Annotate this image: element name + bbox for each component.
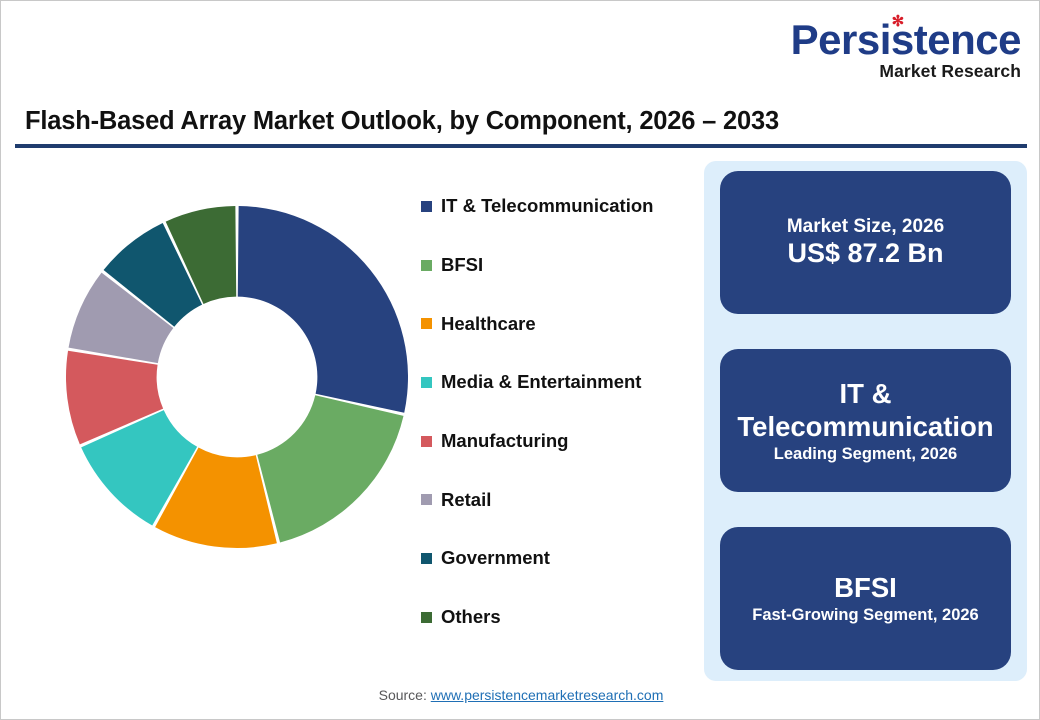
stats-panel: Market Size, 2026 US$ 87.2 Bn IT & Telec…: [704, 161, 1027, 681]
source-label: Source:: [378, 687, 431, 703]
donut-chart: [61, 201, 413, 553]
legend-item: IT & Telecommunication: [421, 177, 701, 236]
stat-card-2-value: BFSI: [834, 572, 897, 604]
logo-wordmark-text: Persistence: [790, 16, 1022, 63]
stat-card-0-value: US$ 87.2 Bn: [787, 237, 944, 268]
legend-item-label: Others: [441, 606, 501, 628]
legend-item-label: Media & Entertainment: [441, 371, 642, 393]
stat-card-2-caption: Fast-Growing Segment, 2026: [752, 606, 979, 625]
company-logo: Persistence ✻ Market Research: [781, 14, 1022, 81]
legend-item: Healthcare: [421, 294, 701, 353]
legend-item-label: Retail: [441, 488, 492, 510]
donut-slice: [165, 206, 237, 304]
donut-slice: [66, 350, 164, 445]
title-divider: [15, 144, 1027, 148]
legend-item: Government: [421, 529, 701, 588]
legend-item-label: Government: [441, 547, 550, 569]
logo-tagline: Market Research: [879, 61, 1021, 81]
legend-item: Manufacturing: [421, 412, 701, 471]
legend-item: BFSI: [421, 236, 701, 295]
legend-swatch-icon: [421, 200, 432, 212]
legend-item-label: Manufacturing: [441, 430, 569, 452]
stat-card-1-caption: Leading Segment, 2026: [773, 444, 958, 463]
donut-slice: [237, 206, 409, 413]
donut-slice: [257, 395, 404, 543]
legend-swatch-icon: [421, 259, 432, 271]
donut-slice: [155, 447, 277, 548]
legend-swatch-icon: [421, 376, 432, 388]
stat-card-market-size: Market Size, 2026 US$ 87.2 Bn: [720, 171, 1011, 314]
stat-card-leading-segment: IT & Telecommunication Leading Segment, …: [720, 349, 1011, 492]
source-footer: Source: www.persistencemarketresearch.co…: [1, 687, 1039, 703]
legend-swatch-icon: [421, 318, 432, 330]
stat-card-0-label: Market Size, 2026: [786, 216, 945, 238]
legend-item: Others: [421, 588, 701, 647]
source-link[interactable]: www.persistencemarketresearch.com: [430, 687, 664, 703]
chart-legend: IT & Telecommunication BFSI Healthcare Medi…: [421, 177, 701, 647]
legend-swatch-icon: [421, 611, 432, 623]
donut-slice-group: [66, 206, 409, 548]
donut-slice: [103, 222, 203, 327]
legend-item-label: IT & Telecommunication: [441, 195, 654, 217]
donut-slice: [81, 410, 198, 526]
legend-swatch-icon: [421, 552, 432, 564]
logo-star-icon: ✻: [891, 13, 905, 30]
legend-item: Media & Entertainment: [421, 353, 701, 412]
legend-swatch-icon: [421, 435, 432, 447]
donut-slice: [68, 272, 174, 364]
stat-card-1-value: IT & Telecommunication: [737, 377, 994, 442]
legend-item-label: Healthcare: [441, 312, 536, 334]
page-title: Flash-Based Array Market Outlook, by Com…: [25, 107, 779, 135]
legend-swatch-icon: [421, 494, 432, 506]
stat-card-fast-growing-segment: BFSI Fast-Growing Segment, 2026: [720, 527, 1011, 670]
legend-item: Retail: [421, 470, 701, 529]
legend-item-label: BFSI: [441, 254, 484, 276]
logo-wordmark: Persistence ✻: [790, 14, 1022, 63]
donut-chart-svg: [66, 206, 409, 548]
